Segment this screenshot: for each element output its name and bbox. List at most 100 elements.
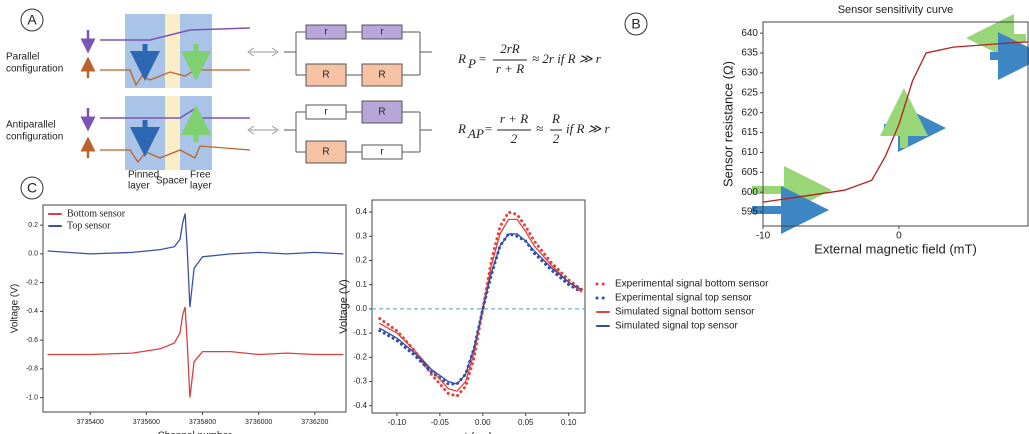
formula: R P = 2rR r + R ≈ 2r if R ≫ r R AP = r +… — [457, 41, 611, 146]
series-line — [762, 41, 1029, 203]
field-arrow — [752, 14, 1029, 234]
y-tick-label: -0.3 — [353, 377, 367, 386]
x-tick-label: 0.10 — [561, 418, 577, 427]
series-line — [379, 233, 583, 385]
series-line — [379, 218, 583, 392]
panel-letter: A — [27, 12, 37, 28]
formula-part: r + R — [496, 61, 524, 76]
y-tick-label: 0.4 — [356, 207, 368, 216]
y-tick-label: 0.2 — [28, 222, 38, 229]
config-label: configuration — [6, 64, 63, 75]
y-tick-label: -0.8 — [26, 366, 38, 373]
y-tick-label: -0.1 — [353, 328, 367, 337]
layer-label: layer — [190, 181, 212, 192]
y-tick-label: 0.2 — [356, 256, 368, 265]
resistor-label: R — [378, 70, 385, 81]
series-line — [378, 210, 584, 398]
legend-label: Top sensor — [67, 220, 111, 231]
layer-label: layer — [128, 181, 150, 192]
layer-label: Free — [190, 170, 211, 181]
layer-stack — [80, 14, 251, 170]
formula-part: R — [457, 51, 466, 66]
formula-part: ≈ 2r if R ≫ r — [532, 51, 602, 66]
formula-part: 2rR — [500, 41, 520, 56]
resistor-label: R — [378, 107, 385, 118]
y-tick-label: 630 — [741, 68, 758, 79]
formula-part: ≈ — [536, 121, 543, 136]
legend-label: Experimental signal top sensor — [615, 293, 752, 304]
y-tick-label: 635 — [741, 48, 758, 59]
config-label: Antiparallel — [6, 120, 55, 131]
y-tick-label: -0.4 — [353, 401, 367, 410]
x-tick-label: -0.10 — [388, 418, 407, 427]
formula-part: = — [478, 51, 487, 66]
y-tick-label: 605 — [741, 167, 758, 178]
formula-part: r + R — [500, 111, 528, 126]
y-tick-label: 0.1 — [356, 280, 368, 289]
y-tick-label: -0.4 — [26, 308, 38, 315]
y-tick-label: 600 — [741, 187, 758, 198]
y-tick-label: 625 — [741, 87, 758, 98]
resistor-label: r — [380, 147, 384, 158]
panel-letter: B — [631, 16, 640, 32]
formula-part: P — [467, 56, 476, 71]
y-tick-label: -0.6 — [26, 337, 38, 344]
x-tick-label: 0 — [896, 231, 902, 242]
y-tick-label: 610 — [741, 147, 758, 158]
circuit — [247, 31, 432, 153]
legend-label: Experimental signal bottom sensor — [615, 279, 769, 290]
x-axis-label: Channel number — [158, 431, 233, 434]
y-axis-label: Voltage (V) — [338, 279, 350, 333]
formula-part: R — [551, 111, 560, 126]
resistor-label: R — [322, 147, 329, 158]
config-label: configuration — [6, 132, 63, 143]
resistor — [305, 24, 403, 164]
x-tick-label: 3735600 — [133, 419, 160, 426]
y-tick-label: 0.0 — [356, 304, 368, 313]
y-axis-label: Sensor resistance (Ω) — [720, 61, 735, 187]
panel-label: A B C — [20, 8, 648, 200]
x-tick-label: 0.05 — [518, 418, 534, 427]
x-tick-label: 0.00 — [475, 418, 491, 427]
y-tick-label: 640 — [741, 28, 758, 39]
y-tick-label: 595 — [741, 207, 758, 218]
legend-label: Bottom sensor — [67, 208, 126, 219]
y-axis-label: Voltage (V) — [10, 284, 21, 333]
y-tick-label: -0.2 — [353, 352, 367, 361]
x-tick-label: 3735800 — [189, 419, 216, 426]
plot-frame — [371, 199, 586, 414]
series-line — [47, 213, 344, 308]
series-line — [47, 306, 344, 398]
y-tick-label: 0.3 — [356, 231, 368, 240]
legend-label: Simulated signal bottom sensor — [615, 307, 755, 318]
legend-label: Simulated signal top sensor — [615, 321, 739, 332]
resistor-label: r — [324, 107, 328, 118]
y-tick-label: 615 — [741, 127, 758, 138]
plot-frame — [762, 21, 1029, 227]
layer-label: Spacer — [156, 176, 188, 187]
formula-part: R — [457, 121, 466, 136]
plot-frame — [42, 204, 347, 413]
x-axis-label: External magnetic field (mT) — [814, 241, 977, 256]
x-tick-label: 3736000 — [245, 419, 272, 426]
resistor-label: R — [322, 70, 329, 81]
formula-part: AP — [467, 126, 484, 141]
formula-part: 2 — [553, 131, 560, 146]
x-tick-label: -10 — [756, 231, 771, 242]
resistor-label: r — [380, 27, 384, 38]
config-label: Parallel — [6, 52, 39, 63]
y-tick-label: -1.0 — [26, 394, 38, 401]
x-tick-label: 3735400 — [77, 419, 104, 426]
formula-part: 2 — [511, 131, 518, 146]
panel-letter: C — [27, 180, 37, 196]
layer-label: Pinned — [128, 170, 159, 181]
formula-part: if R ≫ r — [566, 121, 611, 136]
x-tick-label: -0.05 — [431, 418, 450, 427]
resistor-label: r — [324, 27, 328, 38]
chart-title: Sensor sensitivity curve — [838, 4, 954, 16]
y-tick-label: 0.0 — [28, 251, 38, 258]
x-axis-label: t (ms) — [464, 431, 492, 434]
y-tick-label: -0.2 — [26, 279, 38, 286]
